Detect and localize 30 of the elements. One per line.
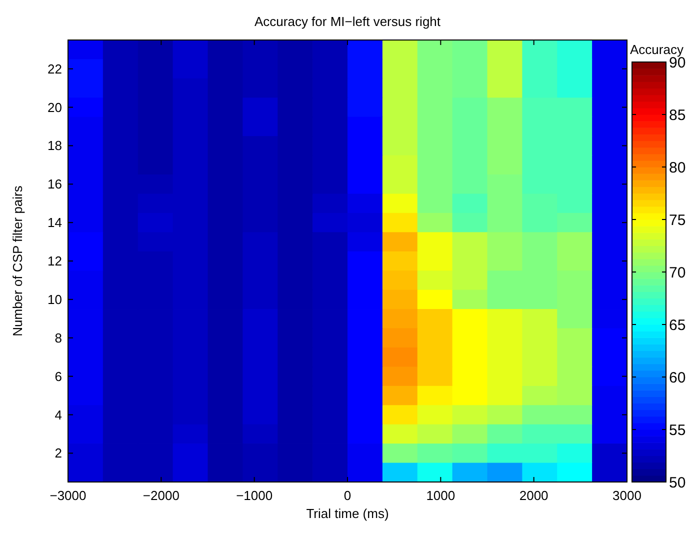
y-tick-label: 20 [48, 100, 62, 115]
y-tick-label: 12 [48, 254, 62, 269]
x-tick-label: −1000 [236, 488, 273, 503]
color-bar-label: 70 [669, 264, 686, 282]
y-tick-label: 2 [54, 446, 62, 461]
color-bar-label: 85 [669, 106, 686, 124]
color-bar-title: Accuracy [630, 42, 684, 57]
y-axis-title: Number of CSP filter pairs [10, 185, 25, 336]
y-tick-label: 22 [48, 61, 62, 76]
y-tick-label: 6 [54, 368, 62, 384]
color-bar-label: 75 [669, 212, 686, 229]
y-tick-label: 10 [48, 292, 62, 307]
y-tick-label: 14 [48, 215, 62, 230]
y-tick-label: 16 [48, 176, 62, 192]
x-tick-label: 2000 [519, 488, 548, 503]
x-tick-label: 0 [344, 488, 352, 503]
y-tick-label: 8 [54, 330, 62, 346]
y-tick-label: 4 [54, 407, 62, 422]
y-tick-label: 18 [48, 138, 62, 154]
x-tick-label: 1000 [426, 488, 456, 503]
chart-title: Accuracy for MI−left versus right [254, 14, 441, 29]
color-bar-label: 60 [669, 369, 686, 386]
x-tick-label: 3000 [612, 488, 642, 503]
color-bar-label: 55 [669, 422, 686, 439]
x-tick-label: −3000 [50, 488, 86, 503]
color-bar-label: 80 [669, 159, 686, 176]
x-axis-title: Trial time (ms) [306, 506, 389, 521]
color-bar-label: 65 [669, 316, 686, 334]
x-tick-label: −2000 [142, 488, 180, 503]
color-bar-label: 50 [669, 474, 686, 492]
